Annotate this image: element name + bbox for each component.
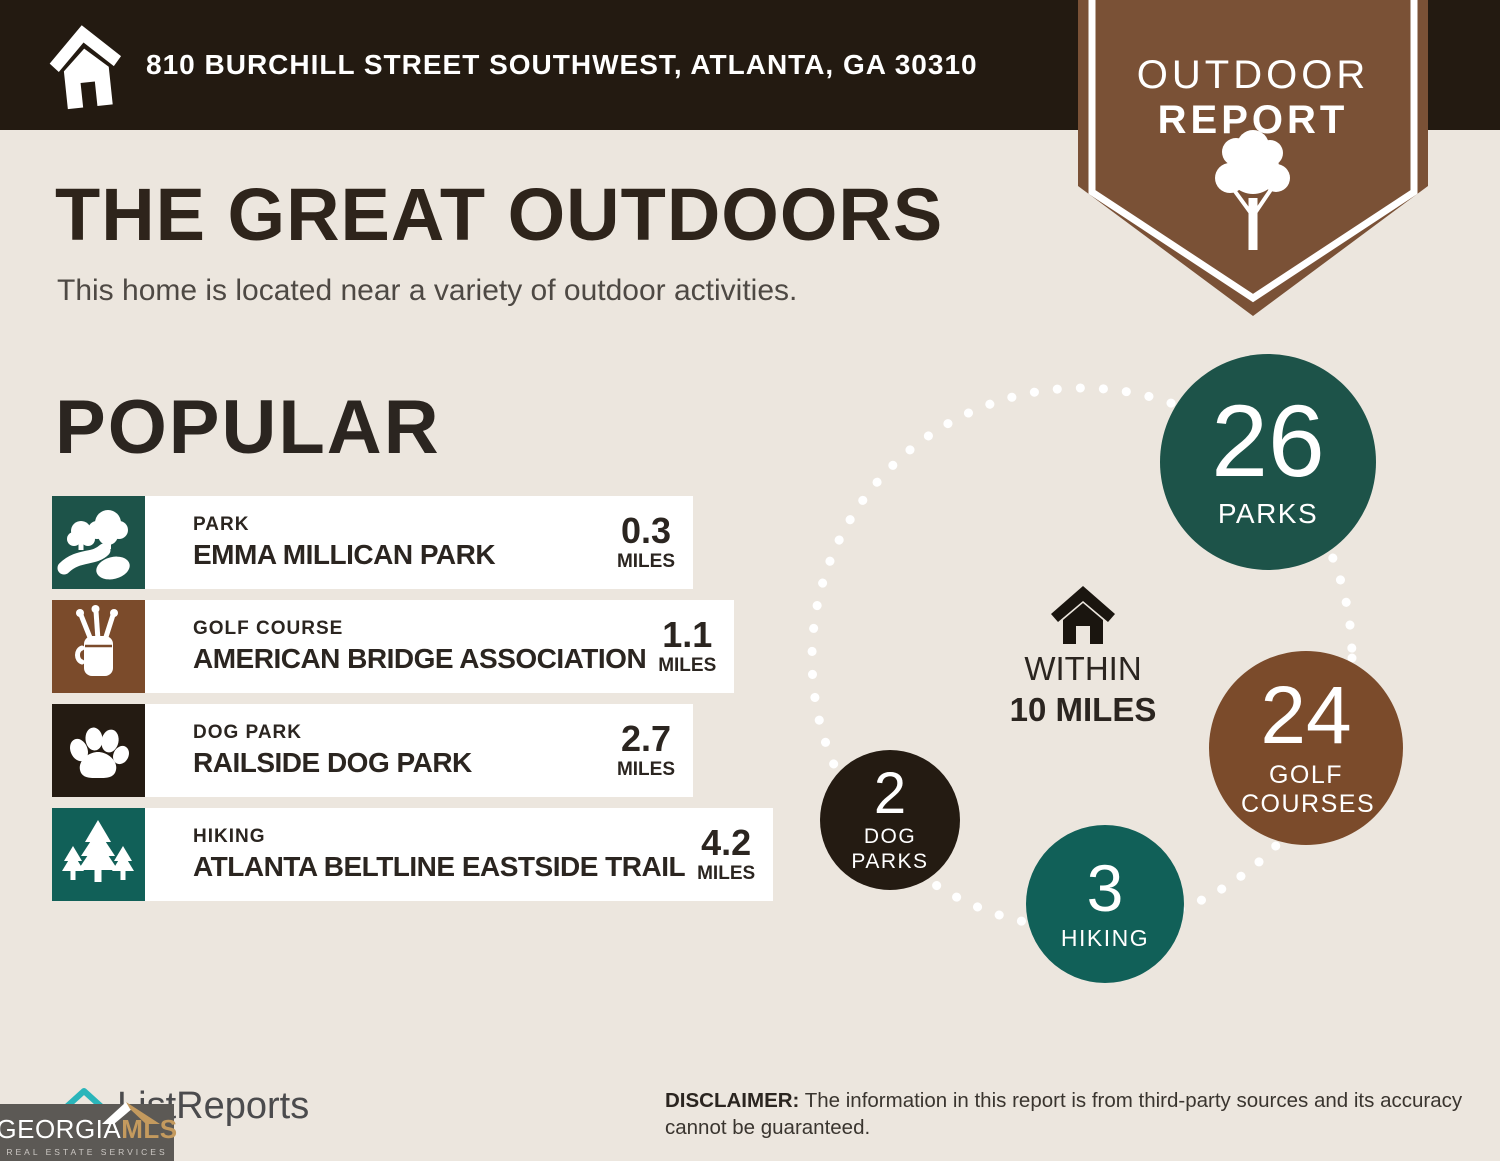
ribbon-line1-text: OUTDOOR xyxy=(1137,53,1369,97)
parks-count: 26 xyxy=(1211,384,1325,499)
golf-label: GOLF COURSES xyxy=(1241,761,1376,818)
popular-list: PARK EMMA MILLICAN PARK 0.3 MILES xyxy=(52,496,774,912)
item-name: RAILSIDE DOG PARK xyxy=(193,747,472,778)
item-category: GOLF COURSE xyxy=(193,618,344,639)
item-name: EMMA MILLICAN PARK xyxy=(193,539,496,570)
item-distance: 0.3 MILES xyxy=(616,509,675,573)
disclaimer-body: The information in this report is from t… xyxy=(665,1089,1463,1140)
parks-label: PARKS xyxy=(1217,498,1319,530)
item-category: PARK xyxy=(193,514,250,535)
distance-unit: MILES xyxy=(658,654,717,676)
within-text: WITHIN xyxy=(1024,650,1142,687)
item-category: HIKING xyxy=(193,826,266,847)
distance-value: 1.1 xyxy=(662,613,713,655)
golf-bag-icon xyxy=(52,600,145,693)
page-subtitle: This home is located near a variety of o… xyxy=(57,274,798,307)
home-icon xyxy=(49,25,122,110)
distance-value: 0.3 xyxy=(620,509,671,551)
disclaimer-text: DISCLAIMER: The information in this repo… xyxy=(665,1087,1465,1142)
hiking-label: HIKING xyxy=(1060,924,1150,951)
list-item-park: PARK EMMA MILLICAN PARK 0.3 MILES xyxy=(52,496,693,589)
stat-circle-parks: 26 PARKS xyxy=(1160,354,1376,570)
pine-trees-icon xyxy=(52,808,145,901)
dog-parks-label: DOG PARKS xyxy=(851,825,929,873)
stat-circle-dog-parks: 2 DOG PARKS xyxy=(820,750,960,890)
home-icon xyxy=(1051,586,1115,644)
property-address: 810 BURCHILL STREET SOUTHWEST, ATLANTA, … xyxy=(146,49,978,80)
disclaimer-label: DISCLAIMER: xyxy=(665,1089,800,1112)
mls-name: GEORGIAMLS xyxy=(0,1116,178,1142)
radius-text: 10 MILES xyxy=(1009,691,1157,728)
item-category: DOG PARK xyxy=(193,722,302,743)
dotted-circle xyxy=(807,383,1357,933)
list-item-hiking: HIKING ATLANTA BELTLINE EASTSIDE TRAIL 4… xyxy=(52,808,774,901)
distance-value: 4.2 xyxy=(701,821,752,863)
item-distance: 4.2 MILES xyxy=(697,821,756,885)
tree-icon xyxy=(1215,130,1290,250)
distance-unit: MILES xyxy=(697,862,756,884)
mls-roof-icon xyxy=(102,1102,160,1124)
outdoor-report-ribbon: OUTDOOR REPORT xyxy=(1078,0,1428,316)
within-radius-label: WITHIN 10 MILES xyxy=(958,650,1208,729)
mls-name-georgia: GEORGIA xyxy=(0,1114,122,1144)
item-distance: 1.1 MILES xyxy=(658,613,717,677)
stat-circle-hiking: 3 HIKING xyxy=(1026,825,1184,983)
item-name: ATLANTA BELTLINE EASTSIDE TRAIL xyxy=(193,851,686,882)
item-distance: 2.7 MILES xyxy=(616,717,675,781)
paw-icon xyxy=(52,704,145,797)
mls-tagline: REAL ESTATE SERVICES xyxy=(6,1147,168,1157)
distance-value: 2.7 xyxy=(620,717,671,759)
page-title: THE GREAT OUTDOORS xyxy=(55,173,944,256)
distance-unit: MILES xyxy=(616,758,675,780)
stat-circle-golf-courses: 24 GOLF COURSES xyxy=(1209,651,1403,845)
popular-heading: POPULAR xyxy=(55,385,441,470)
item-name: AMERICAN BRIDGE ASSOCIATION xyxy=(193,643,647,674)
dog-parks-count: 2 xyxy=(873,761,907,827)
georgia-mls-logo: GEORGIAMLS REAL ESTATE SERVICES xyxy=(0,1102,177,1161)
golf-count: 24 xyxy=(1260,670,1352,762)
list-item-dog-park: DOG PARK RAILSIDE DOG PARK 2.7 MILES xyxy=(52,704,693,797)
list-item-golf: GOLF COURSE AMERICAN BRIDGE ASSOCIATION … xyxy=(52,600,735,693)
hiking-count: 3 xyxy=(1086,850,1124,925)
distance-unit: MILES xyxy=(616,550,675,572)
park-trees-icon xyxy=(52,496,145,589)
